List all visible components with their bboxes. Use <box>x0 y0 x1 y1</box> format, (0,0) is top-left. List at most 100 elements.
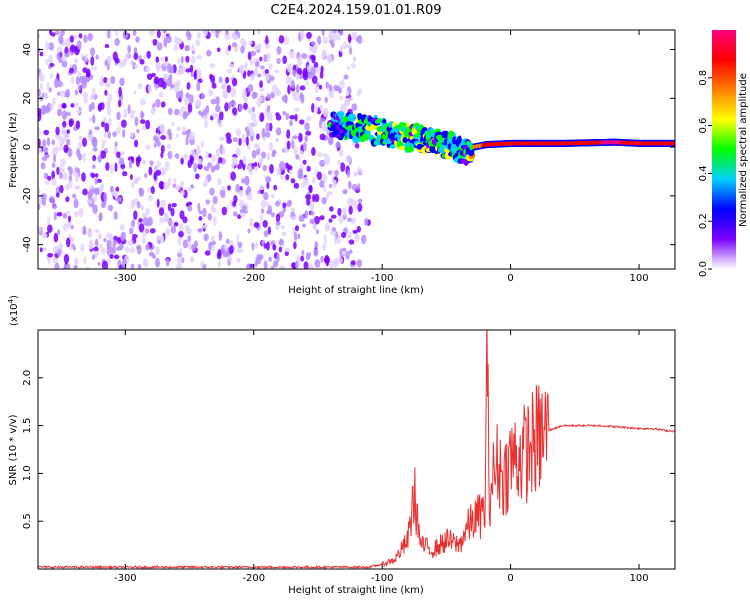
heatmap-cell <box>195 99 199 107</box>
heatmap-cell <box>122 129 125 138</box>
heatmap-cell <box>151 186 155 194</box>
heatmap-cell <box>195 40 200 46</box>
heatmap-cell <box>330 231 336 235</box>
heatmap-cell <box>159 207 164 216</box>
heatmap-cell <box>77 109 81 114</box>
heatmap-cell <box>83 34 87 43</box>
heatmap-cell <box>277 46 282 55</box>
heatmap-cell <box>94 126 100 130</box>
heatmap-cell <box>94 188 99 196</box>
heatmap-cell <box>187 235 191 242</box>
heatmap-cell <box>196 82 200 92</box>
heatmap-cell <box>266 182 269 189</box>
heatmap-cell <box>128 104 131 114</box>
heatmap-cell <box>133 91 136 95</box>
heatmap-cell <box>271 151 275 157</box>
heatmap-cell <box>205 250 211 256</box>
x-tick-label: 100 <box>629 273 648 284</box>
heatmap-cell <box>320 256 324 263</box>
heatmap-cell <box>187 82 191 90</box>
heatmap-cell <box>208 153 212 158</box>
heatmap-cell <box>331 215 337 219</box>
heatmap-cell <box>88 230 93 238</box>
heatmap-cell <box>323 174 327 182</box>
heatmap-cell <box>100 183 104 192</box>
heatmap-cell <box>245 190 249 196</box>
heatmap-cell <box>136 157 142 163</box>
heatmap-cell <box>337 208 341 216</box>
heatmap-cell <box>80 243 84 252</box>
heatmap-cell <box>157 161 161 167</box>
heatmap-cell <box>281 225 285 229</box>
heatmap-cell <box>267 153 271 161</box>
heatmap-cell <box>117 197 122 203</box>
heatmap-cell <box>316 82 319 87</box>
heatmap-cell <box>71 76 75 84</box>
heatmap-cell <box>52 163 56 168</box>
heatmap-cell <box>249 218 252 228</box>
heatmap-cell <box>83 96 88 104</box>
heatmap-cell <box>118 87 122 97</box>
heatmap-cell <box>77 40 82 49</box>
heatmap-cell <box>104 123 109 133</box>
heatmap-cell <box>199 228 203 232</box>
heatmap-cell <box>50 104 53 111</box>
heatmap-cell <box>230 100 236 106</box>
heatmap-cell <box>180 190 185 196</box>
heatmap-cell <box>72 193 76 198</box>
heatmap-cell <box>74 211 79 217</box>
heatmap-cell <box>137 245 142 255</box>
heatmap-cell <box>171 122 174 126</box>
heatmap-cell <box>306 81 309 86</box>
heatmap-cell <box>279 35 285 44</box>
heatmap-cell <box>107 55 111 64</box>
heatmap-cell <box>78 141 82 148</box>
heatmap-cell <box>228 45 231 51</box>
heatmap-cell <box>86 68 91 77</box>
heatmap-cell <box>213 196 218 205</box>
heatmap-cell <box>293 146 297 156</box>
heatmap-cell <box>149 28 155 37</box>
heatmap-cell <box>178 237 182 246</box>
snr-scale-label: (x104) <box>7 295 20 326</box>
heatmap-cell <box>92 114 95 123</box>
heatmap-cell <box>242 205 247 210</box>
heatmap-cell <box>95 228 99 233</box>
heatmap-cell <box>74 58 79 64</box>
heatmap-cell <box>261 152 266 159</box>
heatmap-cell <box>263 192 268 200</box>
heatmap-cell <box>110 186 114 193</box>
heatmap-cell <box>295 261 298 269</box>
x-tick-label: -200 <box>242 273 265 284</box>
heatmap-cell <box>266 176 272 183</box>
heatmap-cell <box>264 201 269 206</box>
heatmap-cell <box>351 63 356 69</box>
heatmap-cell <box>291 216 296 220</box>
heatmap-cell <box>310 55 316 60</box>
heatmap-cell <box>299 119 305 124</box>
heatmap-cell <box>219 77 223 84</box>
heatmap-cell <box>137 201 141 208</box>
heatmap-cell <box>232 78 237 87</box>
heatmap-cell <box>287 85 290 95</box>
heatmap-cell <box>148 84 152 94</box>
heatmap-cell <box>329 218 333 222</box>
heatmap-cell <box>69 68 74 74</box>
heatmap-cell <box>351 103 357 110</box>
heatmap-cell <box>317 35 321 45</box>
heatmap-cell <box>248 165 251 172</box>
heatmap-cell <box>83 229 87 235</box>
heatmap-cell <box>225 28 229 36</box>
heatmap-cell <box>349 239 355 244</box>
heatmap-cell <box>218 123 223 128</box>
heatmap-cell <box>211 30 216 34</box>
heatmap-cell <box>250 59 254 65</box>
heatmap-cell <box>329 184 332 188</box>
heatmap-cell <box>142 237 146 244</box>
heatmap-cell <box>300 92 303 99</box>
heatmap-cell <box>285 248 291 252</box>
heatmap-cell <box>205 151 208 159</box>
heatmap-cell <box>79 208 84 217</box>
heatmap-cell <box>202 225 207 229</box>
heatmap-cell <box>297 57 302 66</box>
